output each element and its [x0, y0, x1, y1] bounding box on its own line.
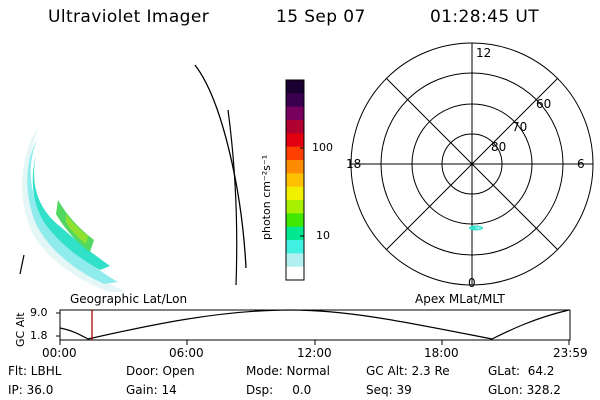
time-tick-0600: 06:00	[169, 346, 204, 360]
status-flt: Flt: LBHL	[8, 364, 62, 378]
geographic-panel-title: Geographic Lat/Lon	[70, 292, 188, 306]
colorbar-segment	[286, 186, 304, 201]
colorbar-segment	[286, 93, 304, 108]
colorbar-tick-10: 10	[316, 229, 330, 242]
altitude-axis-label: GC Alt	[14, 312, 27, 347]
mlt-label-12: 12	[476, 46, 492, 60]
colorbar-segment	[286, 80, 304, 94]
status-glat: GLat: 64.2	[488, 364, 555, 378]
colorbar-segment	[286, 266, 304, 281]
date-label: 15 Sep 07	[276, 7, 366, 27]
lat-label-70: 70	[512, 120, 528, 134]
time-tick-1800: 18:00	[424, 346, 459, 360]
status-dsp: Dsp: 0.0	[246, 383, 312, 397]
polar-plot	[350, 42, 594, 286]
colorbar	[285, 79, 305, 281]
colorbar-segment	[286, 133, 304, 148]
colorbar-segment	[286, 200, 304, 214]
colorbar-segment	[286, 120, 304, 134]
status-gcalt: GC Alt: 2.3 Re	[366, 364, 450, 378]
colorbar-segment	[286, 226, 304, 241]
colorbar-segment	[286, 106, 304, 121]
altitude-strip	[56, 309, 571, 345]
time-label: 01:28:45 UT	[430, 7, 539, 27]
earth-limb-outer	[194, 64, 247, 269]
aurora-mid	[32, 155, 110, 270]
lat-label-80: 80	[491, 140, 507, 154]
aurora-halo	[22, 125, 127, 292]
status-door: Door: Open	[126, 364, 195, 378]
time-tick-1200: 12:00	[297, 346, 332, 360]
instrument-title: Ultraviolet Imager	[48, 7, 210, 27]
colorbar-segment	[286, 213, 304, 228]
mlt-label-18: 18	[346, 157, 362, 171]
time-tick-0000: 00:00	[42, 346, 77, 360]
status-seq: Seq: 39	[366, 383, 412, 397]
polar-aurora-spot-core	[475, 226, 481, 230]
colorbar-segment	[286, 240, 304, 254]
colorbar-segment	[286, 146, 304, 161]
mlt-label-0: 0	[468, 276, 476, 290]
colorbar-segment	[286, 253, 304, 268]
status-mode: Mode: Normal	[246, 364, 330, 378]
lat-label-60: 60	[536, 97, 552, 111]
altitude-tick-9: 9.0	[30, 306, 48, 319]
limb-tick	[19, 254, 25, 275]
altitude-tick-1-8: 1.8	[30, 329, 48, 342]
status-gain: Gain: 14	[126, 383, 177, 397]
status-ip: IP: 36.0	[8, 383, 54, 397]
time-tick-2359: 23:59	[553, 346, 588, 360]
earth-limb-inner	[227, 109, 238, 286]
polar-panel-title: Apex MLat/MLT	[415, 292, 505, 306]
status-glon: GLon: 328.2	[488, 383, 561, 397]
aurora-peak	[66, 214, 88, 244]
colorbar-tick-100: 100	[312, 141, 333, 154]
mlt-label-6: 6	[577, 157, 585, 171]
colorbar-unit-label: photon cm⁻²s⁻¹	[260, 154, 273, 240]
colorbar-segment	[286, 173, 304, 188]
colorbar-segment	[286, 160, 304, 174]
geographic-image	[19, 64, 247, 292]
aurora-outer	[27, 138, 118, 284]
